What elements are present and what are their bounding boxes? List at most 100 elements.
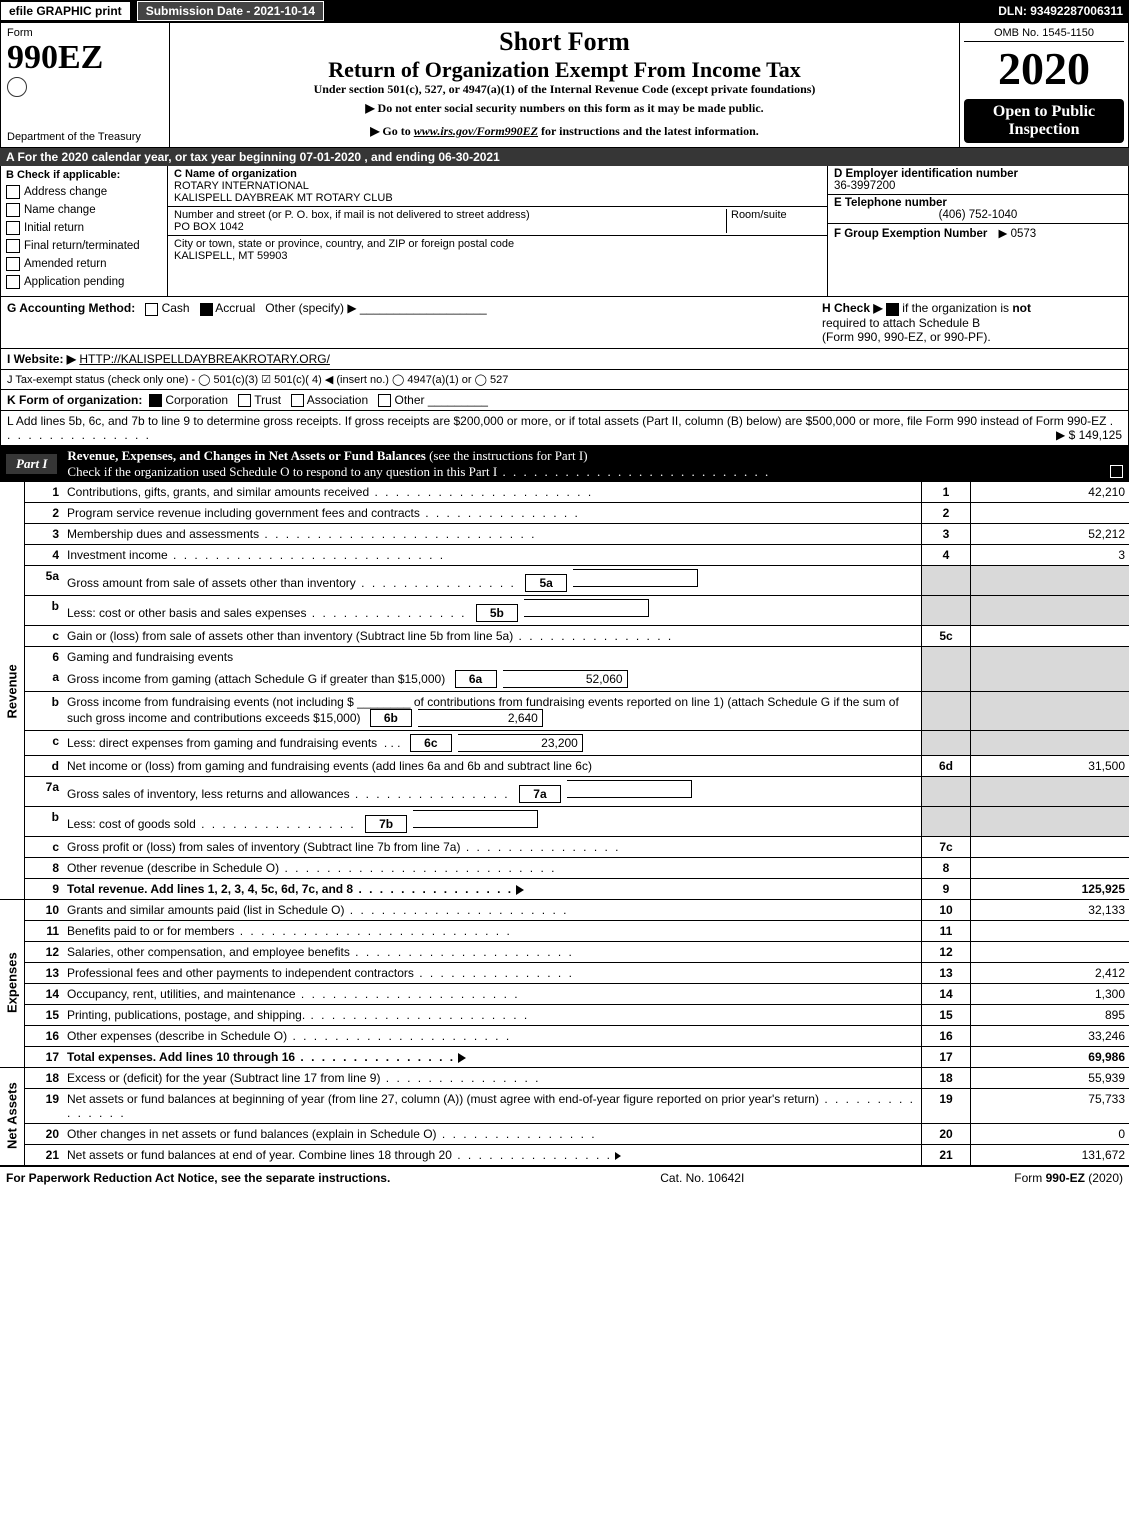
subline-box: 7b — [365, 815, 407, 833]
org-name-2: KALISPELL DAYBREAK MT ROTARY CLUB — [174, 192, 821, 204]
line-amount: 75,733 — [971, 1088, 1129, 1123]
g-label: G Accounting Method: — [7, 301, 135, 315]
checkbox-icon[interactable] — [291, 394, 304, 407]
j-row: J Tax-exempt status (check only one) - ◯… — [0, 370, 1129, 390]
dots-icon — [168, 548, 445, 562]
dots-icon — [513, 629, 673, 643]
checkbox-icon[interactable] — [238, 394, 251, 407]
h-a: H Check ▶ — [822, 301, 883, 315]
dots-icon — [295, 1050, 455, 1064]
form-header: Form 990EZ Department of the Treasury In… — [0, 22, 1129, 148]
line-num: 21 — [25, 1144, 64, 1165]
city-value: KALISPELL, MT 59903 — [174, 250, 821, 262]
checkbox-icon[interactable] — [6, 185, 20, 199]
line-num: b — [25, 806, 64, 836]
line-box: 11 — [922, 920, 971, 941]
line-desc: Gross profit or (loss) from sales of inv… — [67, 840, 460, 854]
subline-val — [567, 780, 692, 798]
efile-print-button[interactable]: efile GRAPHIC print — [0, 1, 131, 21]
line-amount: 1,300 — [971, 983, 1129, 1004]
line-amount: 55,939 — [971, 1067, 1129, 1088]
line-desc: Total expenses. Add lines 10 through 16 — [67, 1050, 295, 1064]
irs-link[interactable]: www.irs.gov/Form990EZ — [414, 124, 538, 138]
addr-label: Number and street (or P. O. box, if mail… — [174, 209, 530, 221]
website-link[interactable]: HTTP://KALISPELLDAYBREAKROTARY.ORG/ — [79, 352, 330, 366]
checkbox-checked-icon[interactable] — [149, 394, 162, 407]
subline-val: 2,640 — [418, 709, 543, 727]
checkbox-checked-icon[interactable] — [886, 303, 899, 316]
dots-icon — [350, 787, 510, 801]
line-desc: Benefits paid to or for members — [67, 924, 234, 938]
k-other: Other — [395, 393, 425, 407]
website-row: I Website: ▶ HTTP://KALISPELLDAYBREAKROT… — [0, 349, 1129, 370]
dots-icon — [356, 576, 516, 590]
subline-val — [413, 810, 538, 828]
line-desc-a: Gross income from fundraising events (no… — [67, 695, 354, 709]
dots-icon — [369, 485, 593, 499]
h-d: (Form 990, 990-EZ, or 990-PF). — [822, 330, 991, 344]
dots-icon — [259, 527, 536, 541]
line-desc: Gross income from gaming (attach Schedul… — [67, 672, 445, 686]
line-box: 14 — [922, 983, 971, 1004]
line-box: 5c — [922, 625, 971, 646]
subline-val: 52,060 — [503, 670, 628, 688]
line-desc: Program service revenue including govern… — [67, 506, 420, 520]
line-num: 11 — [25, 920, 64, 941]
checkbox-checked-icon[interactable] — [1110, 465, 1123, 478]
checkbox-icon[interactable] — [378, 394, 391, 407]
line-num: 7a — [25, 776, 64, 806]
f-group-value: ▶ 0573 — [999, 228, 1037, 240]
footer-left: For Paperwork Reduction Act Notice, see … — [6, 1171, 390, 1185]
form-word: Form — [7, 27, 163, 39]
subline-val — [573, 569, 698, 587]
line-desc: Investment income — [67, 548, 168, 562]
dots-icon — [452, 1148, 612, 1162]
line-num: b — [25, 595, 64, 625]
part1-header: Part I Revenue, Expenses, and Changes in… — [0, 446, 1129, 482]
line-box: 12 — [922, 941, 971, 962]
line-desc: Gross amount from sale of assets other t… — [67, 576, 356, 590]
tax-year: 2020 — [964, 42, 1124, 95]
part1-check-text: Check if the organization used Schedule … — [67, 464, 497, 479]
line-desc: Grants and similar amounts paid (list in… — [67, 903, 344, 917]
dots-icon — [497, 464, 770, 479]
line-box: 8 — [922, 857, 971, 878]
subline-box: 6b — [370, 709, 412, 727]
line-num: b — [25, 691, 64, 730]
subline-val — [524, 599, 649, 617]
line-desc: Printing, publications, postage, and shi… — [67, 1008, 305, 1022]
line-amount: 131,672 — [971, 1144, 1129, 1165]
line-box: 18 — [922, 1067, 971, 1088]
subline-box: 6a — [455, 670, 497, 688]
checkbox-icon[interactable] — [145, 303, 158, 316]
line-box: 7c — [922, 836, 971, 857]
l-row: L Add lines 5b, 6c, and 7b to line 9 to … — [0, 411, 1129, 446]
line-amount: 33,246 — [971, 1025, 1129, 1046]
line-desc: Total revenue. Add lines 1, 2, 3, 4, 5c,… — [67, 882, 353, 896]
line-desc: Salaries, other compensation, and employ… — [67, 945, 350, 959]
checkbox-icon[interactable] — [6, 275, 20, 289]
ssn-warning: ▶ Do not enter social security numbers o… — [178, 101, 951, 116]
checkbox-icon[interactable] — [6, 239, 20, 253]
goto-pre: ▶ Go to — [370, 124, 414, 138]
dots-icon — [380, 1071, 540, 1085]
short-form-title: Short Form — [178, 27, 951, 57]
submission-date-button[interactable]: Submission Date - 2021-10-14 — [137, 1, 324, 21]
line-num: c — [25, 730, 64, 755]
line-num: 4 — [25, 544, 64, 565]
line-num: d — [25, 755, 64, 776]
h-b: if the organization is — [902, 301, 1012, 315]
g-accrual: Accrual — [215, 301, 255, 315]
line-amount: 895 — [971, 1004, 1129, 1025]
line-num: a — [25, 667, 64, 692]
line-amount: 32,133 — [971, 899, 1129, 920]
expenses-group-label: Expenses — [0, 899, 25, 1067]
line-num: 5a — [25, 565, 64, 595]
dln-label: DLN: 93492287006311 — [998, 4, 1129, 18]
line-desc: Less: cost or other basis and sales expe… — [67, 606, 306, 620]
checkbox-icon[interactable] — [6, 221, 20, 235]
checkbox-checked-icon[interactable] — [200, 303, 213, 316]
checkbox-icon[interactable] — [6, 203, 20, 217]
checkbox-icon[interactable] — [6, 257, 20, 271]
dept-label: Department of the Treasury — [7, 131, 163, 143]
